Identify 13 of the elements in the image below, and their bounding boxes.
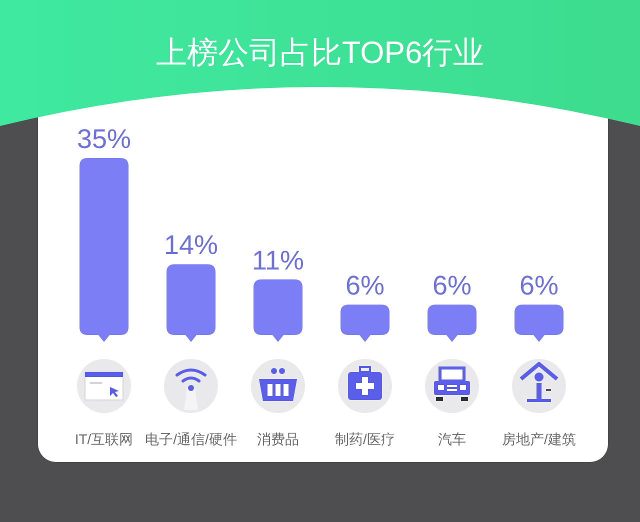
x-tick-label: 消费品 (257, 431, 299, 447)
chart-title: 上榜公司占比TOP6行业 (156, 35, 484, 70)
data-label: 6% (345, 270, 385, 301)
x-tick-label: 制药/医疗 (335, 431, 395, 447)
data-label: 35% (76, 124, 132, 154)
data-label: 6% (432, 270, 472, 301)
data-label: 6% (519, 270, 559, 301)
data-label: 11% (252, 245, 304, 276)
x-tick-label: 电子/通信/硬件 (145, 431, 237, 447)
x-tick-label: IT/互联网 (74, 431, 134, 447)
x-tick-label: 汽车 (438, 431, 466, 447)
x-tick-label: 房地产/建筑 (502, 431, 576, 447)
data-label: 14% (164, 230, 218, 260)
